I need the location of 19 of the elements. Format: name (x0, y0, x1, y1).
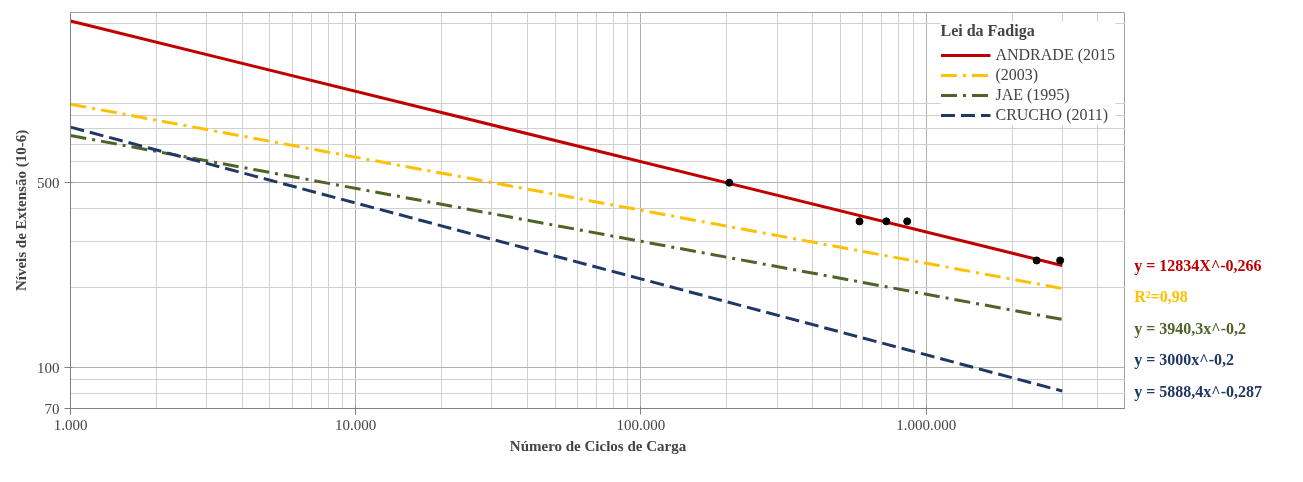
x-tick-label: 1.000 (53, 416, 88, 433)
legend-label: ANDRADE (2015 (995, 46, 1115, 64)
legend-label: JAE (1995) (995, 86, 1070, 104)
y-tick-label: 70 (44, 400, 60, 417)
x-tick-label: 1.000.000 (896, 416, 957, 433)
text: R²=0,98 (1134, 288, 1188, 306)
text: y = 5888,4x^-0,287 (1134, 382, 1262, 401)
text: y = 12834X^-0,266 (1134, 257, 1262, 276)
x-tick-label: 10.000 (335, 416, 377, 433)
x-tick-label: 100.000 (616, 416, 666, 433)
y-tick-label: 100 (37, 359, 60, 376)
y-axis-title: Níveis de Extensão (10-6) (13, 129, 30, 292)
text: y = 3000x^-0,2 (1134, 351, 1234, 370)
y-tick-label: 500 (37, 174, 60, 191)
legend-title: Lei da Fadiga (940, 22, 1036, 40)
x-axis-title: Número de Ciclos de Carga (509, 437, 687, 454)
legend-label: CRUCHO (2011) (995, 106, 1109, 124)
text: y = 3940,3x^-0,2 (1134, 319, 1246, 338)
legend-label: (2003) (995, 66, 1039, 84)
